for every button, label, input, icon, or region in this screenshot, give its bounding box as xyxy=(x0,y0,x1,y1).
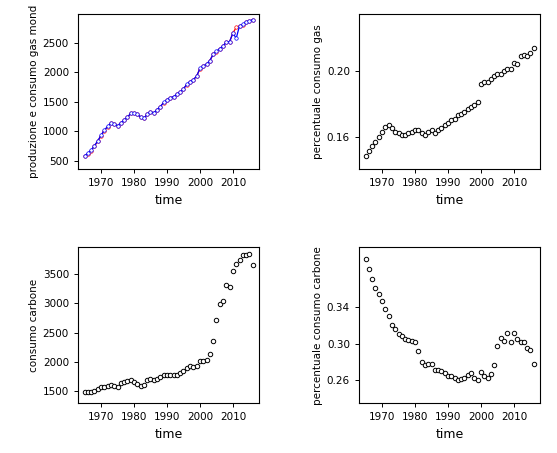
Y-axis label: percentuale consumo carbone: percentuale consumo carbone xyxy=(312,246,323,405)
Y-axis label: produzione e consumo gas mond: produzione e consumo gas mond xyxy=(28,5,38,178)
Y-axis label: consumo carbone: consumo carbone xyxy=(28,279,38,372)
X-axis label: time: time xyxy=(436,194,464,207)
X-axis label: time: time xyxy=(436,428,464,441)
Y-axis label: percentuale consumo gas: percentuale consumo gas xyxy=(312,24,323,159)
X-axis label: time: time xyxy=(154,428,183,441)
X-axis label: time: time xyxy=(154,194,183,207)
